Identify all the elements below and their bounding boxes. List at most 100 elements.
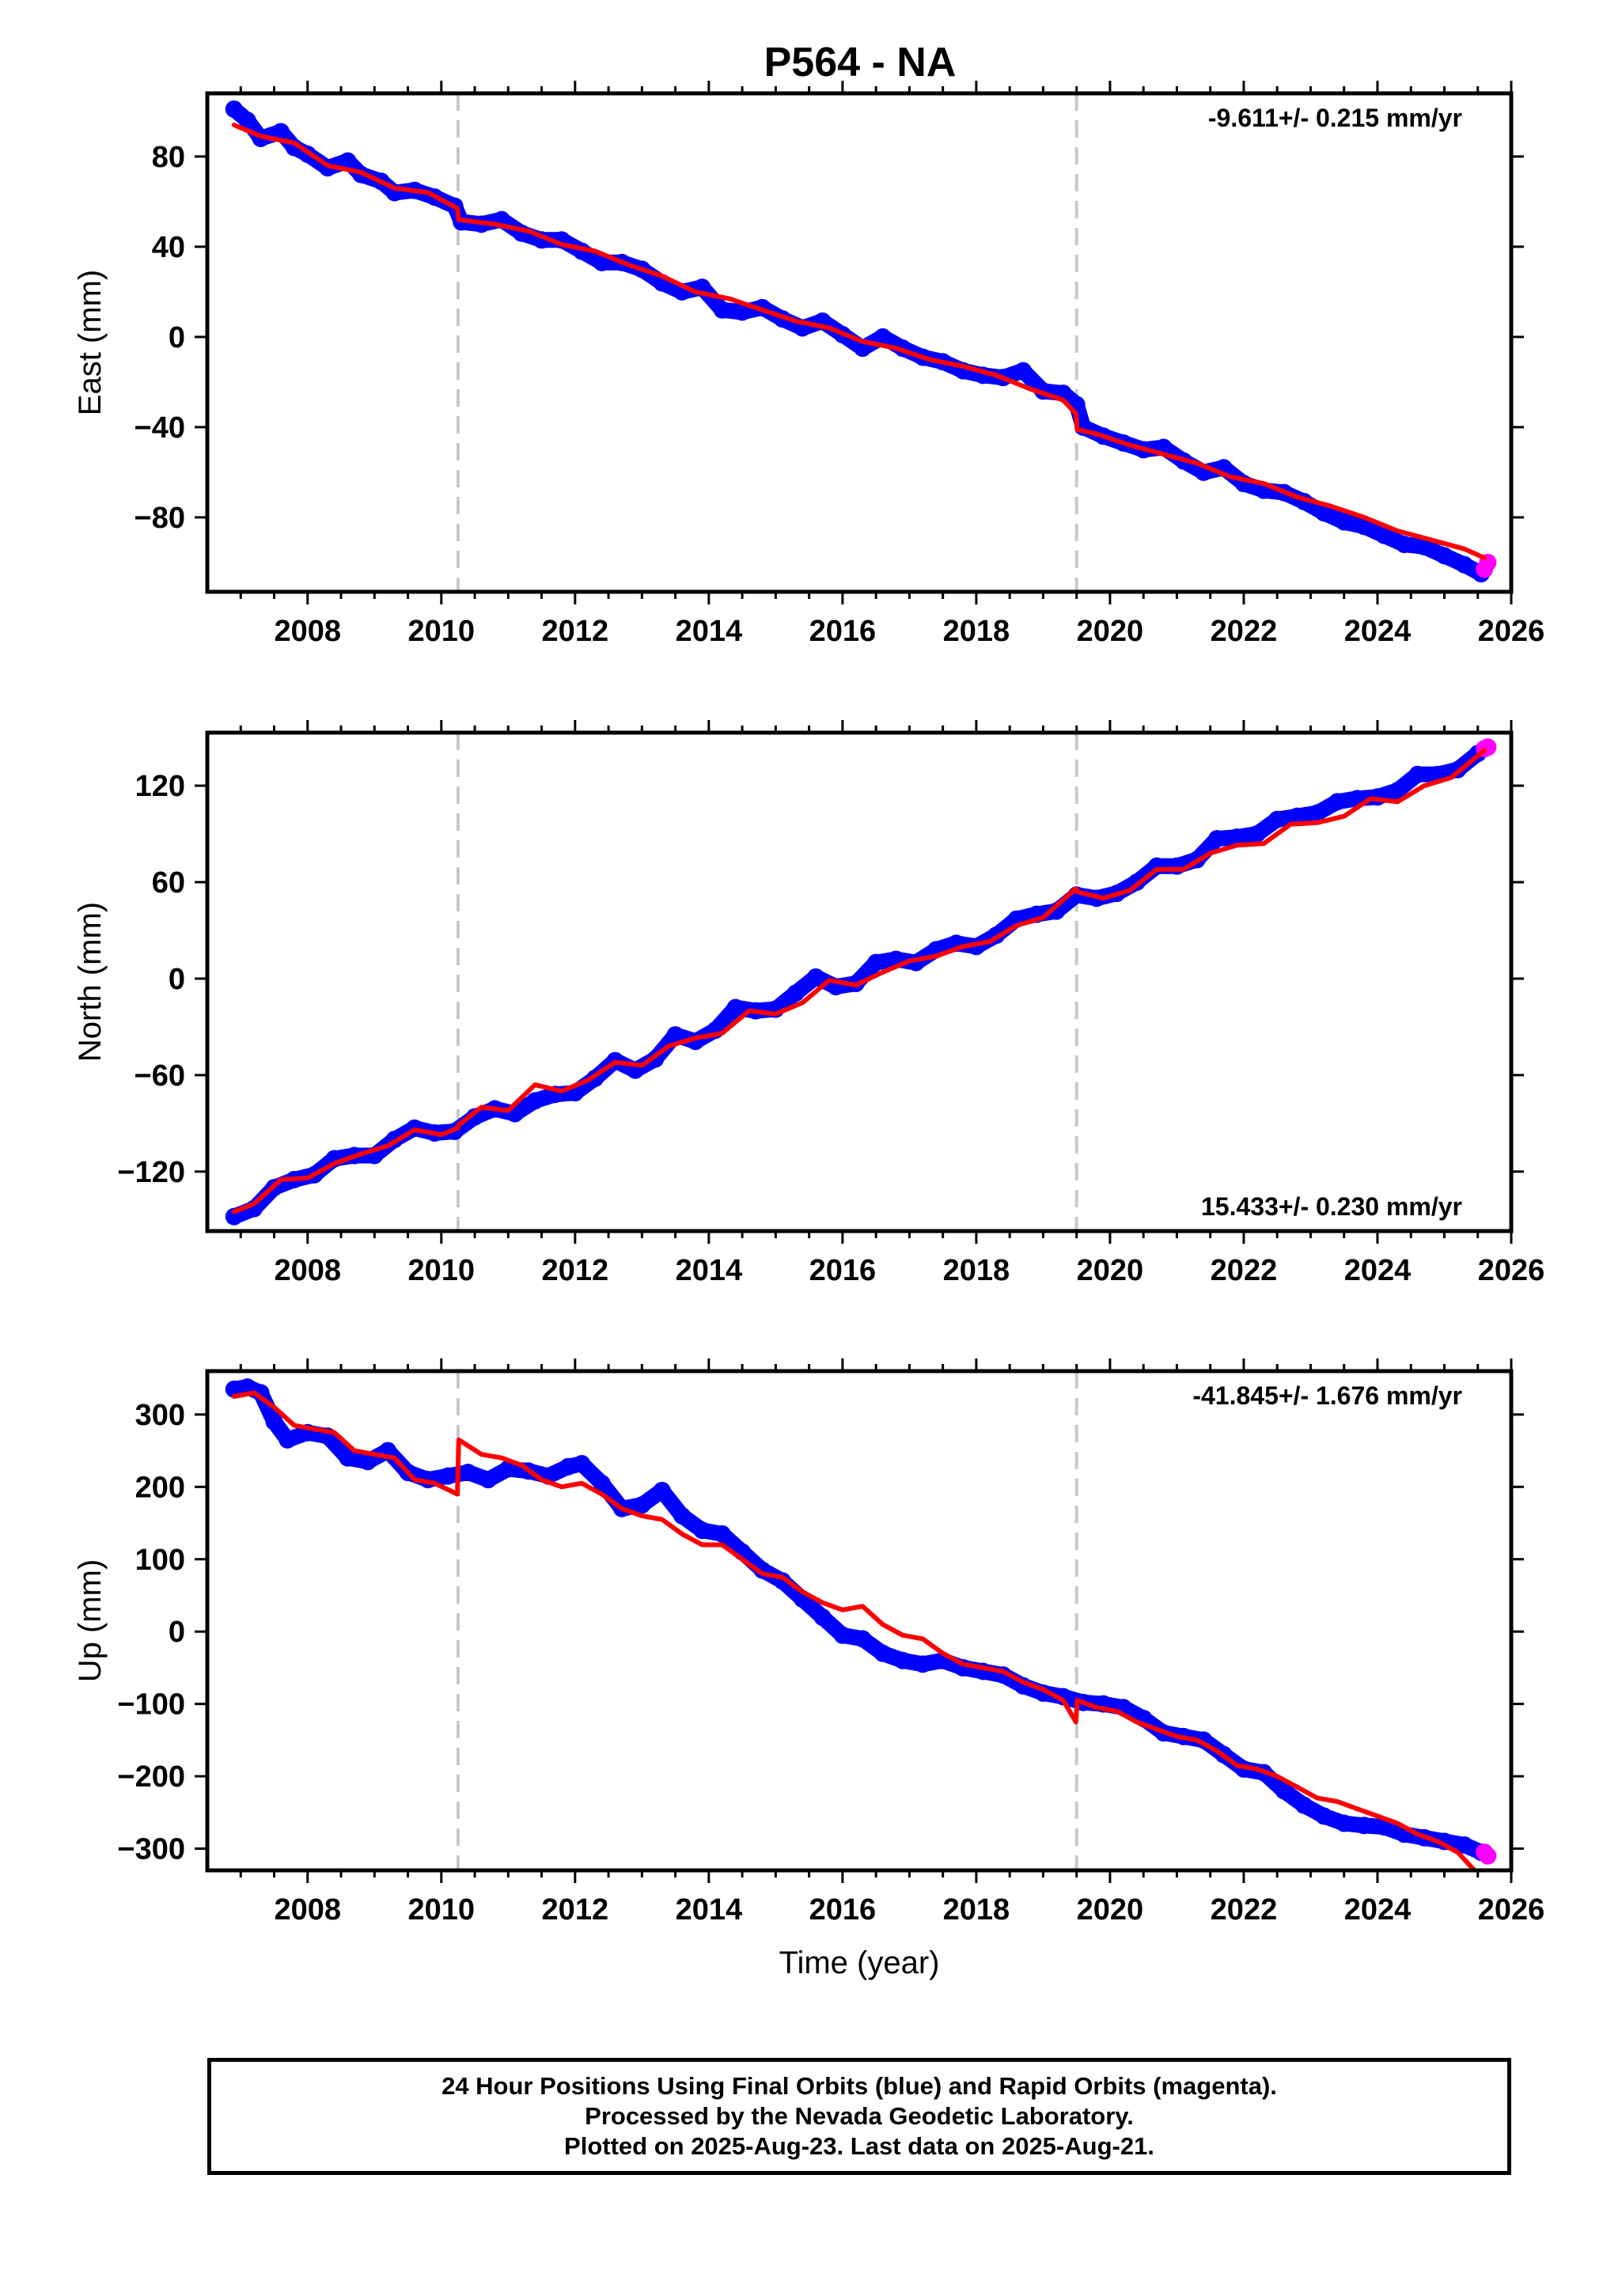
y-tick-label: −60 [135, 1059, 185, 1093]
data-point [1455, 555, 1473, 574]
data-point [459, 1464, 477, 1482]
data-point [526, 1092, 544, 1110]
x-tick-label: 2016 [809, 615, 877, 648]
y-tick-label: 300 [135, 1399, 185, 1432]
x-tick-label: 2024 [1344, 1893, 1412, 1927]
data-point [833, 1626, 851, 1644]
x-tick-label: 2010 [408, 1893, 476, 1927]
data-point [633, 1496, 651, 1514]
data-point [786, 984, 805, 1002]
footer-box: 24 Hour Positions Using Final Orbits (bl… [207, 2058, 1511, 2175]
data-point [1054, 1688, 1072, 1706]
plot-area [225, 1378, 1497, 1870]
y-tick-label: 120 [135, 770, 185, 803]
x-tick-label: 2016 [809, 1893, 877, 1927]
data-point [225, 100, 243, 118]
y-tick-label: −120 [117, 1156, 185, 1189]
data-point [479, 1471, 497, 1489]
data-point [1248, 825, 1266, 843]
x-tick-label: 2022 [1211, 1254, 1278, 1287]
footer-line-2: Processed by the Nevada Geodetic Laborat… [585, 2102, 1134, 2130]
data-point [1455, 1836, 1473, 1854]
y-tick-label: −300 [117, 1833, 185, 1866]
data-point [593, 1474, 611, 1492]
data-point [238, 112, 256, 130]
data-point [867, 953, 885, 972]
y-axis-label: East (mm) [73, 270, 108, 415]
data-point [466, 1108, 484, 1126]
y-tick-label: −100 [117, 1688, 185, 1722]
x-tick-label: 2026 [1478, 1893, 1545, 1927]
data-point [1355, 1817, 1374, 1835]
data-point [1275, 1782, 1293, 1800]
data-point [279, 1430, 297, 1449]
final-orbits-band [225, 1379, 1489, 1861]
x-tick-label: 2014 [676, 615, 743, 648]
y-tick-label: 0 [169, 321, 185, 354]
data-point [666, 1026, 684, 1044]
x-tick-label: 2018 [943, 615, 1010, 648]
x-tick-label: 2008 [274, 1254, 341, 1287]
data-point [1355, 517, 1374, 536]
data-point [813, 1608, 832, 1626]
data-point [439, 1467, 457, 1485]
x-tick-label: 2014 [676, 1254, 743, 1287]
x-tick-label: 2026 [1478, 615, 1545, 648]
y-tick-label: −80 [135, 502, 185, 535]
x-tick-label: 2024 [1344, 615, 1412, 648]
plot-area [225, 738, 1497, 1226]
model-line [231, 1390, 1477, 1870]
data-point [1208, 830, 1226, 848]
x-tick-label: 2026 [1478, 1254, 1545, 1287]
data-point [339, 1449, 357, 1467]
data-point [358, 1453, 377, 1471]
data-point [339, 152, 357, 170]
data-point [1375, 526, 1393, 544]
data-point [713, 301, 731, 319]
x-tick-label: 2020 [1077, 615, 1144, 648]
data-point [693, 1521, 711, 1540]
data-point [1335, 513, 1353, 531]
plot-frame [205, 91, 1514, 594]
data-point [1415, 537, 1434, 555]
data-point [1315, 504, 1333, 522]
y-tick-label: 100 [135, 1544, 185, 1577]
data-point [499, 1460, 517, 1478]
y-tick-label: 40 [152, 231, 185, 264]
data-point [573, 1455, 591, 1473]
x-tick-label: 2022 [1211, 615, 1278, 648]
model-line [231, 748, 1487, 1214]
rapid-orbit-point [1479, 1847, 1497, 1865]
velocity-rate: 15.433+/- 0.230 mm/yr [1201, 1192, 1462, 1221]
x-tick-label: 2012 [542, 1254, 609, 1287]
data-point [874, 1644, 892, 1662]
x-tick-label: 2024 [1344, 1254, 1412, 1287]
data-point [1308, 804, 1326, 822]
x-tick-label: 2014 [676, 1893, 743, 1927]
y-tick-label: 200 [135, 1471, 185, 1504]
data-point [1288, 807, 1306, 825]
x-tick-label: 2016 [809, 1254, 877, 1287]
data-point [854, 1630, 872, 1648]
y-tick-label: 0 [169, 963, 185, 996]
y-tick-label: −40 [135, 411, 185, 445]
velocity-rate: -9.611+/- 0.215 mm/yr [1208, 104, 1462, 132]
data-point [1168, 857, 1186, 875]
data-point [271, 123, 290, 141]
x-tick-label: 2018 [943, 1893, 1010, 1927]
x-tick-label: 2008 [274, 615, 341, 648]
data-point [1315, 1807, 1333, 1825]
data-point [893, 1651, 911, 1669]
panel-up: 2008 2010 2012 2014 2016 2018 2020 2022 2024 2026… [73, 1358, 1544, 1980]
x-tick-label: 2020 [1077, 1893, 1144, 1927]
x-tick-label: 2010 [408, 615, 476, 648]
data-point [1335, 1814, 1353, 1832]
data-point [1408, 765, 1427, 783]
plot-area [225, 100, 1497, 583]
data-point [1328, 793, 1347, 811]
data-point [807, 968, 825, 986]
data-point [1395, 536, 1413, 554]
data-point [265, 1413, 283, 1431]
data-point [733, 303, 752, 321]
x-tick-label: 2018 [943, 1254, 1010, 1287]
